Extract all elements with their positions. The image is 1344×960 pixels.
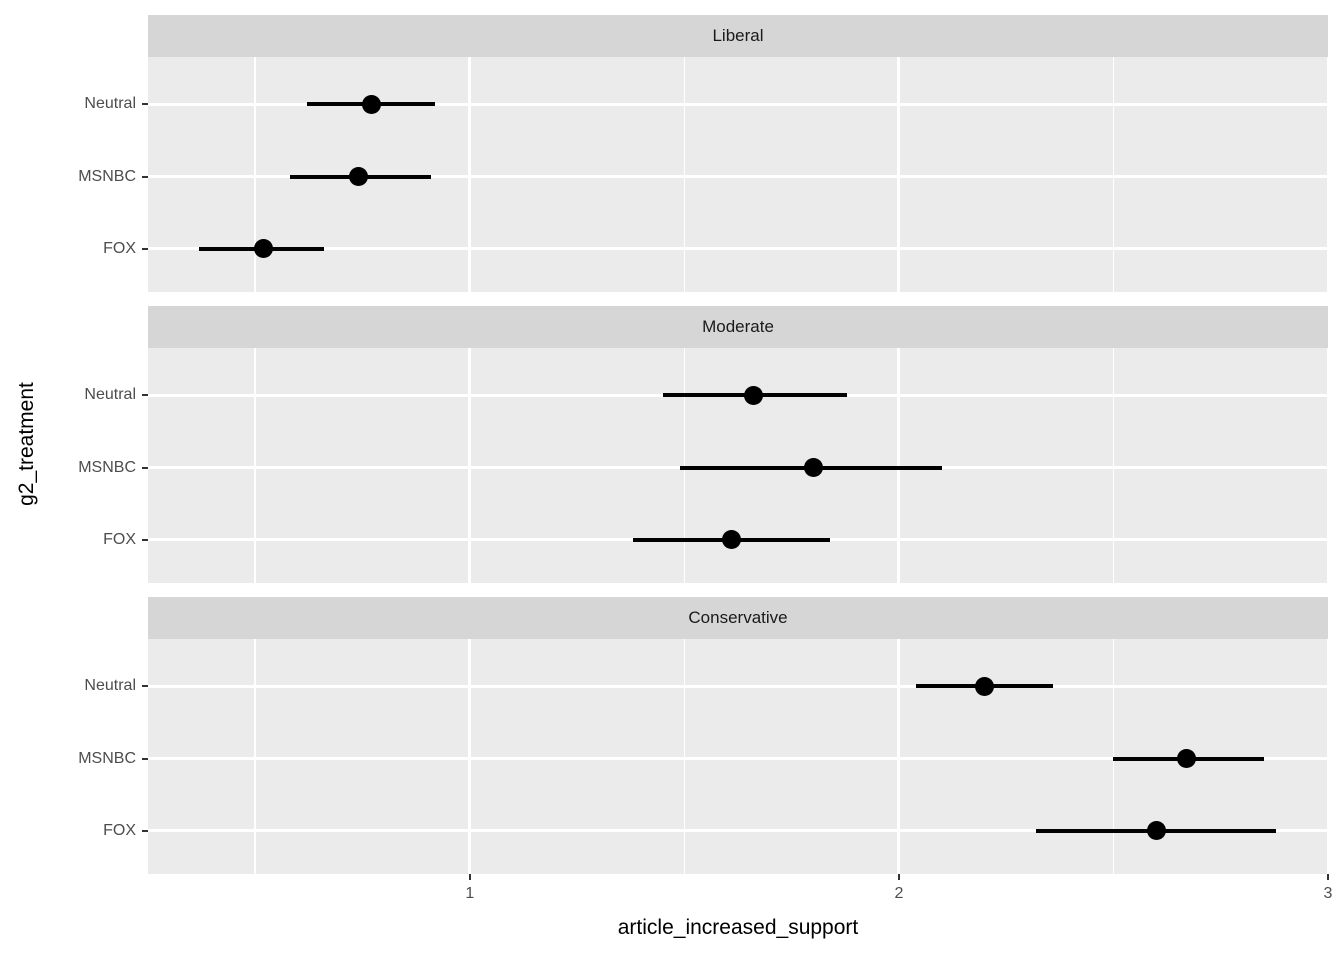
major-gridline-x — [897, 57, 901, 292]
y-tick-label-neutral: Neutral — [84, 95, 136, 112]
x-tick-mark — [468, 874, 471, 880]
panel-moderate — [148, 348, 1328, 583]
y-tick-mark — [142, 829, 148, 832]
x-axis-title: article_increased_support — [617, 916, 859, 939]
y-tick-label-fox: FOX — [103, 821, 136, 839]
facet-strip-label: Moderate — [702, 317, 774, 336]
point-neutral — [975, 676, 995, 696]
major-gridline-x — [468, 639, 472, 874]
y-tick-mark — [142, 538, 148, 541]
facet-strip-liberal: Liberal — [148, 15, 1328, 57]
y-tick-mark — [142, 757, 148, 760]
minor-gridline-x — [683, 57, 686, 292]
facet-strip-label: Liberal — [712, 26, 764, 45]
y-tick-label-neutral: Neutral — [84, 386, 136, 403]
major-gridline-x — [1326, 639, 1328, 874]
point-neutral — [743, 385, 763, 405]
panel-conservative — [148, 639, 1328, 874]
major-gridline-x — [468, 348, 472, 583]
y-tick-label-fox: FOX — [103, 239, 136, 257]
major-gridline-x — [897, 348, 901, 583]
y-tick-mark — [142, 175, 148, 178]
x-tick-label: 1 — [465, 885, 475, 902]
point-neutral — [361, 94, 381, 114]
facet-strip-moderate: Moderate — [148, 306, 1328, 348]
y-tick-mark — [142, 103, 148, 105]
panel-liberal — [148, 57, 1328, 292]
major-gridline-x — [897, 639, 901, 874]
major-gridline-y — [148, 829, 1328, 833]
minor-gridline-x — [254, 639, 257, 874]
y-tick-mark — [142, 394, 148, 396]
facet-strip-conservative: Conservative — [148, 597, 1328, 639]
y-tick-label-msnbc: MSNBC — [78, 749, 136, 767]
y-tick-label-neutral: Neutral — [84, 677, 136, 694]
minor-gridline-x — [254, 57, 257, 292]
minor-gridline-x — [683, 348, 686, 583]
major-gridline-y — [148, 102, 1328, 106]
facet-strip-label: Conservative — [688, 608, 788, 627]
major-gridline-x — [1326, 57, 1328, 292]
minor-gridline-x — [254, 348, 257, 583]
point-fox — [722, 530, 742, 550]
major-gridline-y — [148, 757, 1328, 761]
point-msnbc — [1176, 749, 1196, 769]
major-gridline-y — [148, 175, 1328, 179]
x-tick-mark — [897, 874, 900, 880]
x-tick-mark — [1327, 874, 1329, 880]
minor-gridline-x — [1112, 639, 1115, 874]
y-tick-label-fox: FOX — [103, 530, 136, 548]
y-tick-mark — [142, 466, 148, 469]
point-msnbc — [348, 167, 368, 187]
y-tick-mark — [142, 247, 148, 250]
point-msnbc — [803, 458, 823, 478]
major-gridline-x — [1326, 348, 1328, 583]
point-fox — [254, 239, 274, 259]
y-tick-label-msnbc: MSNBC — [78, 458, 136, 476]
x-tick-label: 2 — [894, 885, 904, 902]
major-gridline-y — [148, 684, 1328, 688]
point-fox — [1146, 821, 1166, 841]
minor-gridline-x — [1112, 348, 1115, 583]
y-tick-mark — [142, 685, 148, 687]
minor-gridline-x — [683, 639, 686, 874]
x-tick-label: 3 — [1323, 885, 1333, 902]
minor-gridline-x — [1112, 57, 1115, 292]
y-tick-label-msnbc: MSNBC — [78, 167, 136, 185]
major-gridline-y — [148, 247, 1328, 251]
major-gridline-x — [468, 57, 472, 292]
